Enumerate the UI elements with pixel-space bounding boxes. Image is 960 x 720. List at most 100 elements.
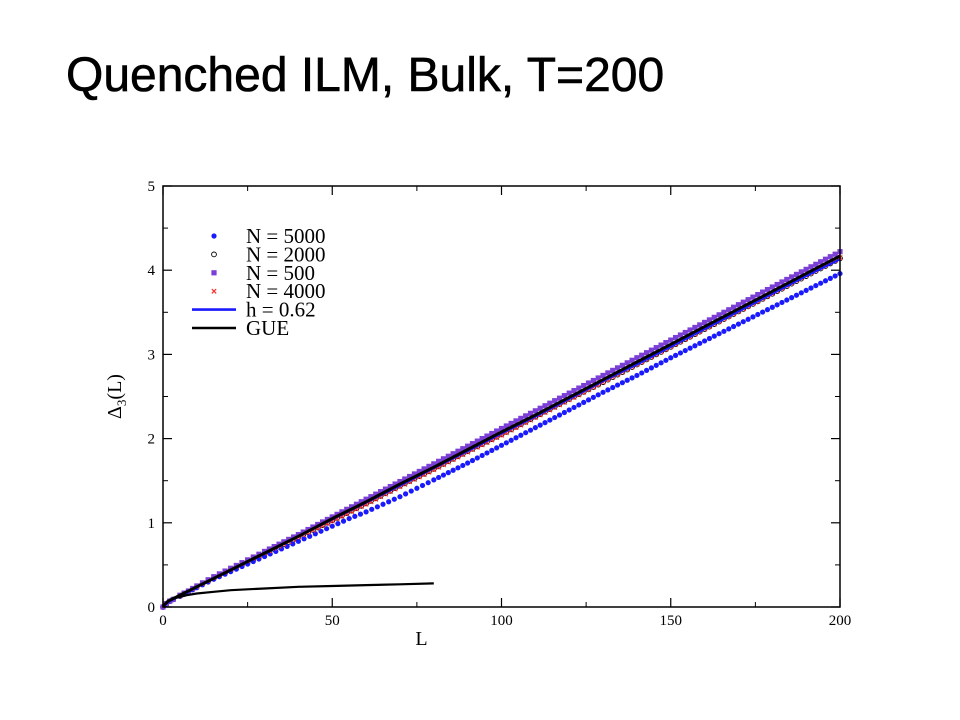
data-point	[750, 294, 756, 300]
data-point	[581, 399, 587, 405]
series-layer	[160, 249, 843, 610]
data-point	[755, 292, 761, 298]
data-point	[789, 274, 795, 280]
data-point	[465, 443, 471, 449]
data-point	[808, 285, 814, 291]
legend-label: N = 5000	[246, 224, 326, 248]
data-point	[523, 413, 529, 419]
data-point	[808, 264, 814, 270]
data-point	[552, 398, 558, 404]
data-point	[755, 311, 761, 318]
data-point	[532, 408, 538, 414]
data-point	[523, 430, 529, 436]
data-point	[556, 395, 563, 401]
data-point	[547, 400, 553, 406]
data-point	[450, 467, 456, 473]
data-point	[301, 536, 307, 542]
data-point	[687, 327, 693, 333]
legend-marker	[211, 233, 217, 239]
data-point	[784, 276, 790, 283]
data-point	[697, 340, 703, 346]
data-point	[508, 437, 514, 443]
data-point	[827, 275, 833, 281]
data-point	[643, 350, 650, 356]
data-point	[687, 345, 693, 351]
data-point	[256, 551, 262, 557]
data-point	[619, 362, 625, 368]
data-point	[402, 476, 408, 482]
data-point	[414, 485, 420, 491]
data-point	[513, 435, 519, 441]
data-point	[402, 491, 409, 497]
data-point	[735, 321, 742, 327]
data-point	[290, 534, 297, 540]
data-point	[784, 297, 790, 303]
legend-marker	[211, 251, 217, 258]
legend-label: N = 2000	[246, 242, 326, 266]
data-point	[605, 370, 611, 376]
data-point	[634, 355, 640, 361]
data-point	[740, 299, 746, 305]
data-point	[726, 307, 732, 313]
data-point	[426, 463, 432, 469]
data-point	[605, 387, 611, 393]
legend-marker	[211, 270, 217, 276]
data-point	[745, 316, 751, 322]
data-point	[425, 480, 431, 486]
data-point	[532, 425, 538, 431]
x-tick-label: 150	[660, 613, 683, 629]
data-point	[552, 414, 558, 421]
data-point	[571, 404, 577, 411]
data-point	[498, 442, 505, 448]
data-point	[803, 266, 809, 272]
data-point	[581, 382, 587, 389]
data-point	[286, 536, 292, 542]
data-point	[324, 526, 330, 532]
data-point	[629, 357, 635, 363]
data-point	[508, 420, 514, 427]
legend-item: N = 5000	[211, 224, 326, 248]
data-point	[397, 478, 403, 485]
data-point	[764, 307, 771, 313]
data-point	[339, 509, 345, 515]
data-point	[672, 334, 679, 341]
legend-marker	[211, 288, 217, 294]
data-point	[419, 482, 426, 489]
data-point	[672, 352, 679, 358]
data-point	[793, 292, 800, 298]
data-point	[329, 523, 335, 529]
y-tick-label: 1	[148, 516, 156, 532]
data-point	[822, 256, 829, 262]
data-point	[832, 273, 838, 279]
data-point	[610, 367, 616, 373]
data-point	[818, 259, 824, 265]
data-point	[421, 466, 427, 472]
data-point	[479, 436, 485, 442]
data-point	[779, 279, 785, 285]
data-point	[639, 370, 645, 376]
data-point	[276, 541, 282, 547]
data-point	[391, 496, 397, 502]
data-point	[731, 304, 737, 310]
data-point	[648, 365, 655, 371]
data-point	[228, 565, 234, 571]
data-point	[716, 312, 722, 318]
data-point	[474, 455, 480, 461]
data-point	[639, 352, 645, 358]
data-point	[779, 299, 785, 306]
data-point	[450, 451, 456, 457]
data-point	[585, 397, 592, 403]
data-point	[319, 519, 326, 525]
data-point	[484, 450, 490, 456]
data-point	[721, 309, 727, 315]
data-point	[346, 515, 352, 522]
data-point	[663, 357, 669, 363]
data-point	[498, 425, 505, 432]
data-point	[731, 323, 737, 330]
data-point	[479, 452, 485, 459]
data-point	[658, 342, 664, 348]
data-point	[798, 290, 804, 296]
data-point	[445, 453, 451, 459]
data-point	[378, 489, 384, 495]
data-point	[750, 314, 756, 320]
